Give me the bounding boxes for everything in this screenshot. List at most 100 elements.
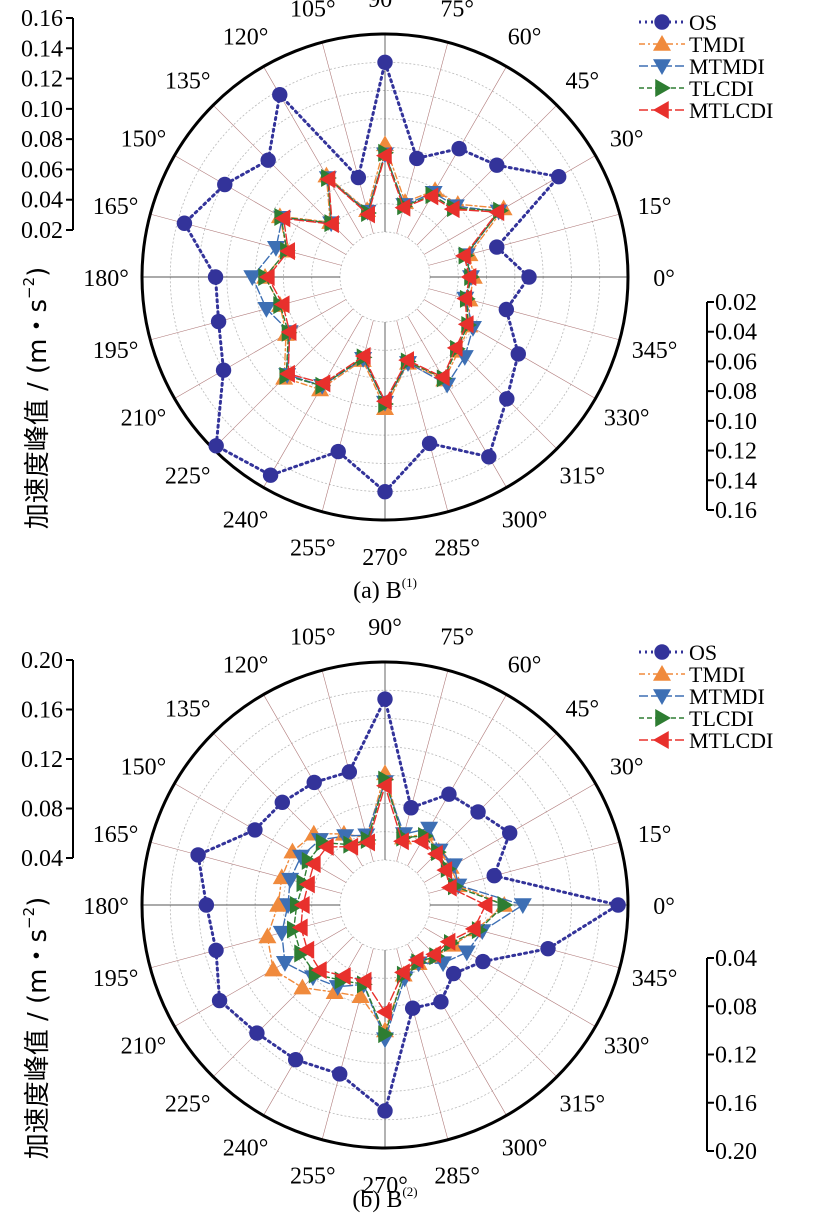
angle-tick-label: 135° xyxy=(165,697,211,723)
chart-caption-text: (a) B xyxy=(353,578,402,604)
angle-tick-label: 240° xyxy=(223,508,269,534)
angle-tick-label: 270° xyxy=(362,1173,408,1199)
angle-tick-label: 270° xyxy=(362,545,408,571)
data-point-os xyxy=(421,435,438,452)
data-point-os xyxy=(210,313,227,330)
radial-tick-label: 0.14 xyxy=(715,468,757,494)
radial-tick-label: 0.04 xyxy=(21,846,63,872)
radial-tick-label: 0.04 xyxy=(715,320,757,346)
angle-tick-label: 255° xyxy=(290,535,336,561)
radial-tick-label: 0.16 xyxy=(21,6,63,32)
data-point-mtlcdi xyxy=(407,951,424,970)
grid-spoke xyxy=(407,943,507,1116)
angle-tick-label: 30° xyxy=(610,755,644,781)
data-point-os xyxy=(489,157,505,173)
radial-tick-label: 0.04 xyxy=(21,188,63,214)
data-point-os xyxy=(475,953,491,970)
legend-marker xyxy=(654,644,670,660)
data-point-os xyxy=(377,54,393,70)
data-point-os xyxy=(208,438,224,454)
data-point-mtlcdi xyxy=(355,971,372,990)
angle-tick-label: 75° xyxy=(440,0,474,23)
angle-tick-label: 285° xyxy=(434,1163,480,1189)
data-point-mtlcdi xyxy=(280,323,297,342)
radial-tick-label: 0.02 xyxy=(715,290,757,316)
data-point-mtlcdi xyxy=(319,170,336,189)
data-point-os xyxy=(403,800,419,816)
angle-tick-label: 165° xyxy=(93,194,139,220)
angle-tick-label: 105° xyxy=(290,625,336,651)
grid-spoke xyxy=(174,927,347,1027)
grid-spoke xyxy=(321,320,374,512)
data-point-mtlcdi xyxy=(376,776,392,795)
angle-tick-label: 15° xyxy=(638,822,672,848)
data-point-tlcdi xyxy=(301,851,318,870)
data-point-os xyxy=(377,1103,393,1119)
legend-marker xyxy=(654,14,670,30)
legend-marker xyxy=(653,689,671,705)
radial-tick-label: 0.16 xyxy=(21,698,63,724)
data-point-tlcdi xyxy=(294,944,311,963)
polar-grid xyxy=(141,661,629,1149)
legend-marker xyxy=(653,35,671,51)
grid-spoke xyxy=(150,916,342,969)
angle-tick-label: 90° xyxy=(368,0,402,13)
data-point-mtlcdi xyxy=(293,896,310,914)
grid-ring xyxy=(339,859,431,951)
data-point-mtlcdi xyxy=(310,961,327,980)
radial-tick-label: 0.04 xyxy=(715,946,757,972)
legend-marker xyxy=(653,731,669,749)
data-point-mtlcdi xyxy=(394,963,410,982)
angle-tick-label: 105° xyxy=(290,0,336,23)
chart-caption-text: (b) B xyxy=(352,1187,402,1213)
data-point-mtmdi xyxy=(420,821,439,838)
data-point-os xyxy=(499,391,515,407)
y-axis-label-text: 加速度峰值 / (m・s xyxy=(23,299,53,529)
radial-tick-label: 0.06 xyxy=(21,157,63,183)
angle-tick-label: 330° xyxy=(604,406,650,432)
data-point-os xyxy=(521,269,537,285)
radial-tick-label: 0.12 xyxy=(715,439,757,465)
data-point-mtlcdi xyxy=(376,146,392,165)
legend-marker xyxy=(653,665,671,681)
legend-label: MTMDI xyxy=(689,684,765,709)
data-point-os xyxy=(217,176,233,193)
data-point-mtlcdi xyxy=(317,837,334,856)
angle-tick-label: 15° xyxy=(638,194,672,220)
grid-ring xyxy=(339,231,431,323)
legend-marker xyxy=(653,101,669,119)
data-point-os xyxy=(550,169,567,185)
grid-spoke xyxy=(212,936,354,1078)
data-point-mtlcdi xyxy=(359,833,375,852)
angle-tick-label: 300° xyxy=(502,508,548,534)
data-point-mtmdi xyxy=(243,270,262,286)
data-point-mtlcdi xyxy=(422,187,439,206)
angle-tick-label: 45° xyxy=(565,69,599,95)
angle-tick-label: 315° xyxy=(559,463,605,489)
data-point-tmdi xyxy=(258,927,277,944)
data-point-os xyxy=(610,897,626,913)
data-point-os xyxy=(190,847,206,863)
chart-caption-superscript: (1) xyxy=(402,575,417,590)
data-point-mtlcdi xyxy=(304,854,321,873)
data-point-os xyxy=(274,794,291,811)
angle-tick-label: 0° xyxy=(653,894,675,920)
data-point-os xyxy=(215,362,232,378)
data-point-os xyxy=(540,940,556,957)
data-point-mtlcdi xyxy=(314,374,331,393)
data-point-tmdi xyxy=(269,896,288,912)
data-point-mtlcdi xyxy=(446,338,463,357)
data-point-tlcdi xyxy=(378,1025,394,1044)
angle-tick-label: 60° xyxy=(508,652,542,678)
radial-axes: 0.02 0.04 0.06 0.08 0.10 0.12 0.14 0.16 0.02 0.04… xyxy=(21,6,757,524)
data-point-mtlcdi xyxy=(393,832,409,851)
angle-tick-label: 0° xyxy=(653,266,675,292)
data-point-mtlcdi xyxy=(394,198,411,217)
data-point-tmdi xyxy=(264,960,283,977)
angle-tick-label: 225° xyxy=(165,463,211,489)
data-point-os xyxy=(247,822,263,838)
grid-spoke xyxy=(174,299,347,399)
radial-tick-label: 0.06 xyxy=(715,349,757,375)
